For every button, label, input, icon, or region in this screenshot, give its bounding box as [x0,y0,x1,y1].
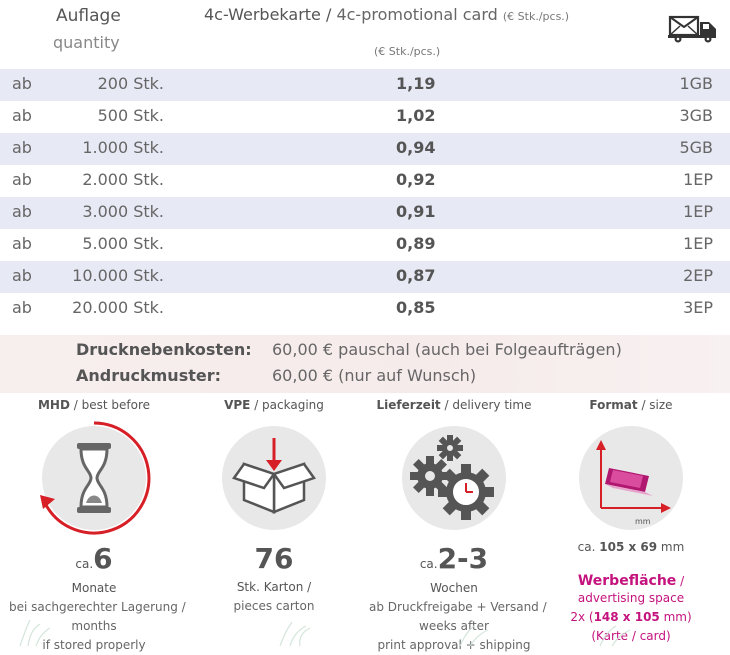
best-before-title: MHD / best before [37,398,150,412]
delivery-line-1: ab Druckfreigabe + Versand / [369,600,547,614]
best-before-line-1: bei sachgerechter Lagerung / [9,600,186,614]
price-cell: 0,89 [396,234,436,253]
price-cell: 0,91 [396,202,436,221]
packaging-value: 76 [254,542,294,575]
additional-costs-panel: Drucknebenkosten: 60,00 € pauschal (auch … [0,335,730,393]
table-row: ab 10.000 Stk. 0,87 2EP [0,261,730,293]
quantity-cell: 500 Stk. [97,106,164,125]
quantity-cell: 10.000 Stk. [72,266,164,285]
ad-space-size: 148 x 105 [593,610,660,624]
card-size-line: ca. 105 x 69 mm [577,540,685,554]
quantity-cell: 1.000 Stk. [82,138,164,157]
mm-label: mm [635,517,651,526]
ad-space-label: Werbefläche [577,573,677,589]
delivery-unit: Wochen [430,581,478,595]
best-before-value: 6 [93,542,113,575]
quantity-cell: 5.000 Stk. [82,234,164,253]
price-unit-label: (€ Stk./pcs.) [374,45,441,58]
quantity-cell: 20.000 Stk. [72,298,164,317]
ad-space-title-line: Werbefläche / [577,573,685,589]
price-cell: 1,02 [396,106,436,125]
ad-space-card: (Karte / card) [591,629,671,643]
format-title: Format / size [589,398,673,412]
packaging-cell: 5GB [679,138,713,157]
from-label: ab [12,266,32,285]
packaging-cell: 3GB [679,106,713,125]
packaging-cell: 1EP [683,170,713,189]
product-title-sep: / [320,5,337,24]
approx-label: ca. [419,557,438,571]
best-before-line-2: months [71,619,117,633]
price-cell: 0,87 [396,266,436,285]
product-title: 4c-Werbekarte / 4c-promotional card (€ S… [204,5,569,24]
quantity-header-en: quantity [53,33,120,52]
from-label: ab [12,170,32,189]
price-cell: 1,19 [396,74,436,93]
delivery-title: Lieferzeit / delivery time [376,398,532,412]
from-label: ab [12,106,32,125]
print-costs-label: Drucknebenkosten: [76,340,252,359]
packaging-title: VPE / packaging [224,398,324,412]
from-label: ab [12,74,32,93]
quantity-cell: 200 Stk. [97,74,164,93]
table-row: ab 1.000 Stk. 0,94 5GB [0,133,730,165]
grass-decoration [19,619,631,646]
from-label: ab [12,138,32,157]
hourglass-icon [40,421,151,535]
packaging-block: VPE / packaging 76 Stk. Karton / pieces … [189,398,359,616]
table-row: ab 5.000 Stk. 0,89 1EP [0,229,730,261]
packaging-cell: 3EP [683,298,713,317]
table-row: ab 3.000 Stk. 0,91 1EP [0,197,730,229]
ad-space-size-line: 2x (148 x 105 mm) [570,610,692,624]
price-cell: 0,94 [396,138,436,157]
product-title-de: 4c-Werbekarte [204,5,321,24]
format-block: Format / size mm ca. 105 x 69 mm Werbefl… [546,398,716,646]
packaging-cell: 1EP [683,234,713,253]
approx-label: ca. [75,557,94,571]
packaging-line-1: Stk. Karton / [236,580,312,594]
packaging-cell: 1EP [683,202,713,221]
table-row: ab 20.000 Stk. 0,85 3EP [0,293,730,325]
delivery-line-2: weeks after [419,619,489,633]
product-title-en: 4c-promotional card [336,5,498,24]
print-costs-line: Drucknebenkosten: 60,00 € pauschal (auch … [76,340,622,359]
gears-clock-icon [402,426,506,530]
truck-mail-icon [668,14,720,48]
proof-costs-line: Andruckmuster: 60,00 € (nur auf Wunsch) [76,366,476,385]
table-row: ab 200 Stk. 1,19 1GB [0,69,730,101]
delivery-value: 2-3 [437,542,489,575]
table-row: ab 500 Stk. 1,02 3GB [0,101,730,133]
packaging-line-2: pieces carton [233,599,315,613]
from-label: ab [12,298,32,317]
packaging-cell: 2EP [683,266,713,285]
from-label: ab [12,234,32,253]
ad-space-en: advertising space [577,591,685,605]
print-costs-value: 60,00 € pauschal (auch bei Folgeaufträge… [272,340,622,359]
best-before-unit: Monate [71,581,117,595]
card-format-icon: mm [579,426,683,530]
product-title-unit: (€ Stk./pcs.) [502,10,570,23]
proof-costs-label: Andruckmuster: [76,366,222,385]
packaging-cell: 1GB [679,74,713,93]
from-label: ab [12,202,32,221]
best-before-block: MHD / best before ca.6 Monate bei sachge… [9,398,186,655]
quantity-header-de: Auflage [56,6,121,26]
price-cell: 0,92 [396,170,436,189]
card-size-value: 105 x 69 [599,540,658,554]
table-row: ab 2.000 Stk. 0,92 1EP [0,165,730,197]
box-icon [222,426,326,530]
quantity-cell: 2.000 Stk. [82,170,164,189]
quantity-cell: 3.000 Stk. [82,202,164,221]
delivery-block: Lieferzeit / delivery time [369,398,547,655]
price-cell: 0,85 [396,298,436,317]
proof-costs-value: 60,00 € (nur auf Wunsch) [272,366,477,385]
